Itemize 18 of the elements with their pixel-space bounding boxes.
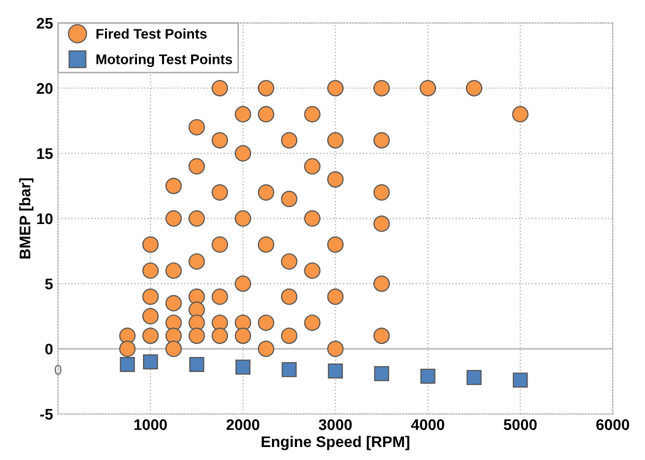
y-tick-label: 15 <box>37 148 53 160</box>
x-tick-label: 3000 <box>318 419 352 430</box>
y-tick-label: -5 <box>40 409 53 420</box>
x-tick-label: 6000 <box>596 419 630 430</box>
legend-label: Fired Test Points <box>96 28 207 39</box>
x-tick-label: 2000 <box>226 419 260 430</box>
x-tick-label: 5000 <box>504 419 537 430</box>
y-tick-label: 25 <box>36 18 53 29</box>
annotation: 0 <box>54 364 62 375</box>
y-tick-label: 10 <box>37 213 53 224</box>
y-axis-title: BMEP [bar] <box>19 178 34 259</box>
y-tick-label: 5 <box>45 278 53 290</box>
x-axis-title: Engine Speed [RPM] <box>262 436 410 450</box>
x-tick-label: 1000 <box>134 419 167 430</box>
y-tick-label: 0 <box>45 344 53 355</box>
y-tick-label: 20 <box>36 83 53 94</box>
legend-label: Motoring Test Points <box>96 54 232 68</box>
x-tick-label: 4000 <box>411 419 444 430</box>
